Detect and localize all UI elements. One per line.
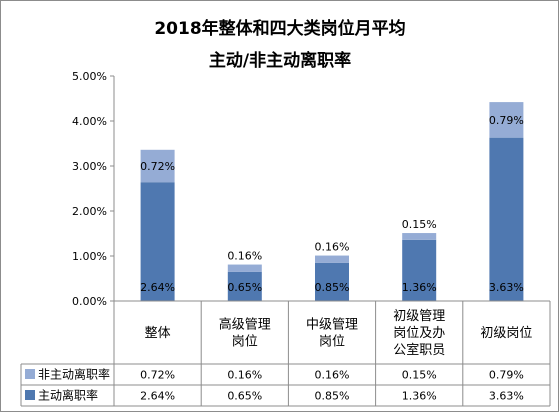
category-label: 高级管理 bbox=[219, 317, 271, 333]
category-label: 岗位及办 bbox=[393, 326, 445, 341]
bar-passive-resignation bbox=[402, 233, 437, 240]
data-label-passive: 0.16% bbox=[315, 241, 350, 254]
category-label: 中级管理 bbox=[306, 318, 358, 333]
legend-label: 非主动离职率 bbox=[38, 367, 110, 382]
bar-passive-resignation bbox=[140, 149, 175, 183]
bar-active-resignation bbox=[315, 262, 349, 301]
bar-active-resignation bbox=[227, 271, 262, 301]
category-label: 初级管理 bbox=[393, 309, 445, 324]
bar-active-resignation bbox=[140, 182, 175, 301]
table-value: 0.85% bbox=[315, 390, 350, 403]
bar-active-resignation bbox=[402, 239, 437, 301]
table-value: 0.16% bbox=[227, 369, 262, 382]
bar-passive-resignation bbox=[489, 102, 524, 138]
y-tick-label: 0.00% bbox=[72, 295, 107, 308]
data-label-active: 3.63% bbox=[489, 281, 524, 294]
category-label: 岗位 bbox=[319, 335, 345, 350]
category-label: 整体 bbox=[145, 326, 171, 341]
table-value: 3.63% bbox=[489, 390, 524, 403]
category-label: 初级岗位 bbox=[480, 326, 532, 341]
chart-title-line-1: 2018年整体和四大类岗位月平均 bbox=[154, 18, 405, 39]
table-value: 0.15% bbox=[402, 369, 437, 382]
category-label: 岗位 bbox=[232, 335, 258, 350]
bar-active-resignation bbox=[489, 137, 524, 301]
category-label: 公室职员 bbox=[393, 342, 445, 358]
data-label-passive: 0.15% bbox=[402, 218, 437, 231]
data-labels: 2.64% 0.72% 0.65% 0.16% 0.85% 0.16% 1.36% 0.15%… bbox=[140, 114, 524, 294]
table-value: 2.64% bbox=[140, 390, 175, 403]
y-tick-label: 5.00% bbox=[72, 70, 107, 83]
y-tick-label: 4.00% bbox=[72, 115, 107, 128]
data-label-active: 1.36% bbox=[402, 281, 437, 294]
data-label-passive: 0.72% bbox=[140, 160, 175, 173]
y-tick-label: 2.00% bbox=[72, 205, 107, 218]
bars bbox=[140, 102, 524, 301]
y-axis: 0.00% 1.00% 2.00% 3.00% 4.00% 5.00% bbox=[72, 70, 115, 308]
bar-passive-resignation bbox=[315, 255, 349, 263]
table-value: 0.65% bbox=[227, 390, 262, 403]
data-label-active: 2.64% bbox=[140, 281, 175, 294]
data-label-passive: 0.79% bbox=[489, 114, 524, 127]
bar-passive-resignation bbox=[227, 264, 262, 272]
data-label-active: 0.65% bbox=[227, 281, 262, 294]
table-value: 0.16% bbox=[315, 369, 350, 382]
legend-key bbox=[25, 369, 35, 379]
data-label-active: 0.85% bbox=[315, 281, 350, 294]
chart-title: 2018年整体和四大类岗位月平均 主动/非主动离职率 bbox=[154, 18, 405, 71]
table-value: 0.72% bbox=[140, 369, 175, 382]
y-tick-label: 1.00% bbox=[72, 250, 107, 263]
table-value: 1.36% bbox=[402, 390, 437, 403]
legend-key bbox=[25, 390, 35, 400]
table-value: 0.79% bbox=[489, 369, 524, 382]
y-tick-label: 3.00% bbox=[72, 160, 107, 173]
legend-label: 主动离职率 bbox=[38, 388, 98, 403]
chart-title-line-2: 主动/非主动离职率 bbox=[209, 50, 351, 71]
data-label-passive: 0.16% bbox=[227, 250, 262, 263]
